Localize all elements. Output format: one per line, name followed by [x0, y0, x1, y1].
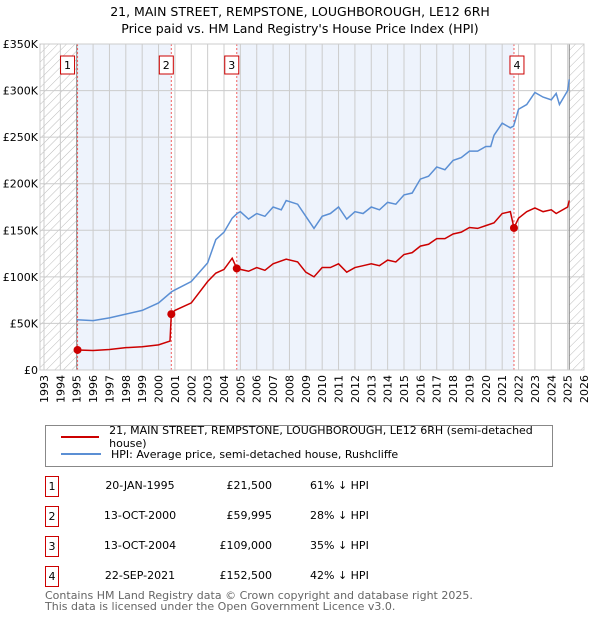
sale-point-4: [509, 223, 518, 232]
legend-label: HPI: Average price, semi-detached house,…: [111, 447, 399, 461]
sale-point-1: [73, 345, 82, 354]
x-tick-label: 2008: [283, 375, 296, 403]
y-tick-label: £350K: [3, 38, 39, 51]
x-tick-label: 2015: [398, 375, 411, 403]
sale-label-number: 3: [228, 59, 235, 72]
x-tick-label: 1999: [136, 375, 149, 403]
hpi-line: [76, 79, 571, 322]
x-tick-label: 2002: [185, 375, 198, 403]
x-tick-label: 2001: [169, 375, 182, 403]
sale-marker-number: 2: [45, 506, 59, 527]
sale-hpi-diff: 35% ↓ HPI: [310, 539, 369, 552]
x-tick-label: 1996: [87, 375, 100, 403]
x-tick-label: 2000: [153, 375, 166, 403]
sale-price: £109,000: [219, 539, 273, 552]
x-tick-label: 2003: [202, 375, 215, 403]
x-tick-label: 2011: [333, 375, 346, 403]
sale-marker-number: 4: [45, 566, 59, 587]
x-tick-label: 2019: [463, 375, 476, 403]
sale-price: £21,500: [226, 479, 273, 492]
x-tick-label: 2007: [267, 375, 280, 403]
y-tick-label: £250K: [3, 131, 39, 144]
y-tick-label: £100K: [3, 271, 39, 284]
y-tick-label: £200K: [3, 178, 39, 191]
sale-row: 4 22-SEP-2021 £152,500 42% ↓ HPI: [45, 566, 545, 588]
sale-label-box: [158, 55, 174, 75]
sale-label-number: 1: [64, 59, 71, 72]
x-tick-label: 2017: [431, 375, 444, 403]
x-tick-label: 1994: [54, 375, 67, 403]
chart-title: 21, MAIN STREET, REMPSTONE, LOUGHBOROUGH…: [0, 3, 600, 37]
sale-price: £152,500: [219, 569, 273, 582]
x-tick-label: 2005: [234, 375, 247, 403]
sale-label-number: 4: [513, 59, 520, 72]
sale-label-box: [60, 55, 76, 75]
x-tick-label: 1993: [38, 375, 51, 403]
plot-border: [39, 43, 585, 371]
sale-label-number: 2: [163, 59, 170, 72]
footer-line-2: This data is licensed under the Open Gov…: [45, 600, 396, 613]
x-tick-label: 2004: [218, 375, 231, 403]
subtitle-line: Price paid vs. HM Land Registry's House …: [121, 21, 479, 36]
y-tick-label: £0: [24, 364, 38, 377]
sale-point-3: [232, 264, 241, 273]
legend: 21, MAIN STREET, REMPSTONE, LOUGHBOROUGH…: [45, 424, 553, 467]
x-tick-label: 2009: [300, 375, 313, 403]
x-tick-label: 1998: [120, 375, 133, 403]
x-tick-label: 2026: [578, 375, 591, 403]
sale-hpi-diff: 28% ↓ HPI: [310, 509, 369, 522]
sale-hpi-diff: 61% ↓ HPI: [310, 479, 369, 492]
x-tick-label: 2022: [513, 375, 526, 403]
x-tick-label: 2013: [365, 375, 378, 403]
sale-label-box: [509, 55, 525, 75]
sale-row: 2 13-OCT-2000 £59,995 28% ↓ HPI: [45, 506, 545, 528]
sale-date: 13-OCT-2004: [103, 539, 177, 552]
x-tick-label: 2023: [529, 375, 542, 403]
x-tick-label: 2021: [496, 375, 509, 403]
footer-line-1: Contains HM Land Registry data © Crown c…: [45, 589, 473, 602]
sale-date: 22-SEP-2021: [104, 569, 176, 582]
legend-item-property: 21, MAIN STREET, REMPSTONE, LOUGHBOROUGH…: [61, 424, 552, 450]
x-tick-label: 2018: [447, 375, 460, 403]
y-tick-label: £50K: [10, 317, 39, 330]
sale-marker-number: 1: [45, 476, 59, 497]
legend-label: 21, MAIN STREET, REMPSTONE, LOUGHBOROUGH…: [109, 424, 533, 450]
x-tick-label: 2016: [414, 375, 427, 403]
title-line: 21, MAIN STREET, REMPSTONE, LOUGHBOROUGH…: [110, 4, 490, 19]
x-tick-label: 2012: [349, 375, 362, 403]
x-tick-label: 2024: [545, 375, 558, 403]
sale-row: 3 13-OCT-2004 £109,000 35% ↓ HPI: [45, 536, 545, 558]
sale-date: 13-OCT-2000: [103, 509, 177, 522]
sale-hpi-diff: 42% ↓ HPI: [310, 569, 369, 582]
x-tick-label: 2025: [562, 375, 575, 403]
y-tick-label: £150K: [3, 224, 39, 237]
x-tick-label: 2010: [316, 375, 329, 403]
sale-point-2: [167, 310, 176, 319]
x-tick-label: 1997: [103, 375, 116, 403]
x-tick-label: 1995: [71, 375, 84, 403]
x-tick-label: 2014: [382, 375, 395, 403]
y-tick-label: £300K: [3, 85, 39, 98]
legend-item-hpi: HPI: Average price, semi-detached house,…: [61, 446, 398, 462]
ownership-shade: [236, 44, 514, 370]
property-price-line: [77, 200, 571, 352]
sale-row: 1 20-JAN-1995 £21,500 61% ↓ HPI: [45, 476, 545, 498]
sale-marker-number: 3: [45, 536, 59, 557]
x-tick-label: 2006: [251, 375, 264, 403]
hatch-after-data: [569, 44, 584, 370]
sale-price: £59,995: [226, 509, 273, 522]
sale-date: 20-JAN-1995: [105, 479, 175, 492]
legend-swatch-red: [61, 436, 100, 438]
x-tick-label: 2020: [480, 375, 493, 403]
price-chart: 1993 1994 1995 1996 1997 1998 1999 2000 2001 2002…: [3, 38, 591, 403]
footer: Contains HM Land Registry data © Crown c…: [45, 590, 473, 612]
legend-swatch-blue: [61, 453, 101, 455]
hatch-before-data: [40, 44, 77, 370]
sale-label-box: [224, 55, 240, 75]
